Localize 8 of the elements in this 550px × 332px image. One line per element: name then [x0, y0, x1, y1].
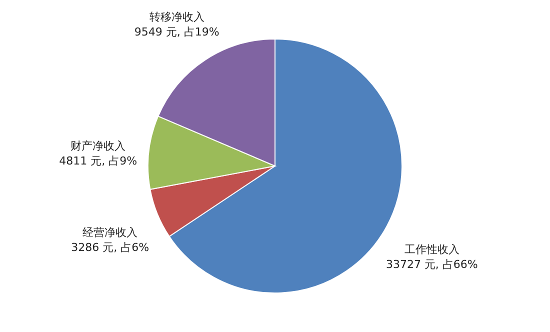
slice-label: 经营净收入: [82, 226, 138, 240]
data-label: 33727 元, 占66%: [386, 258, 478, 272]
slice-label: 转移净收入: [149, 10, 204, 24]
data-label: 3286 元, 占6%: [71, 241, 150, 254]
data-label: 9549 元, 占19%: [134, 25, 220, 38]
slice-label: 工作性收入: [404, 243, 460, 256]
data-label: 4811 元, 占9%: [59, 154, 138, 168]
slice-label: 财产净收入: [70, 140, 126, 153]
